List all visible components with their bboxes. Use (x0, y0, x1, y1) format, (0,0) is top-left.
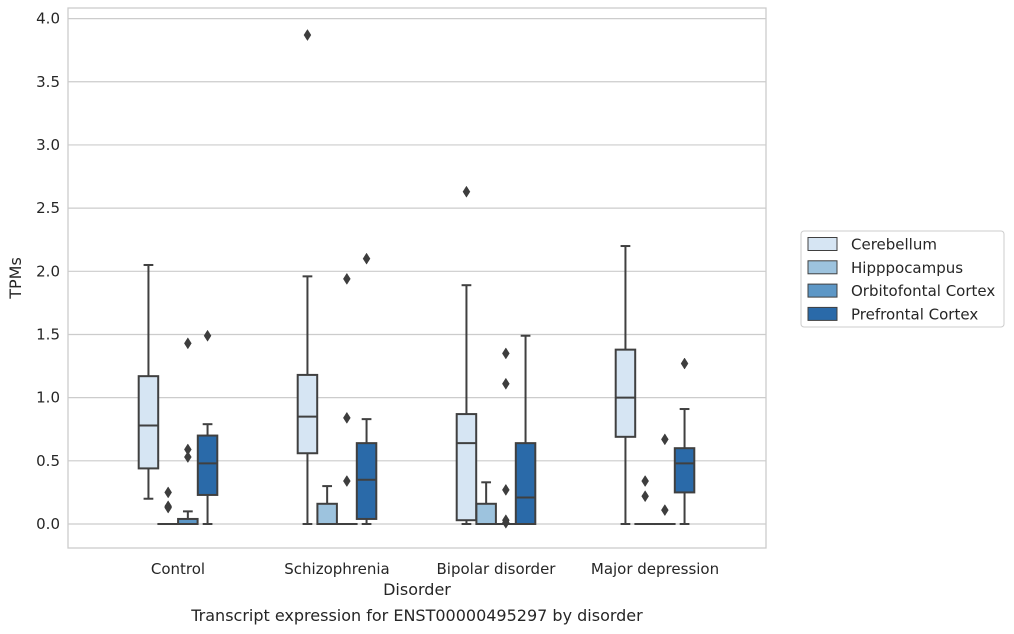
box-group (654, 433, 676, 526)
x-tick-label: Bipolar disorder (437, 560, 557, 578)
box (614, 348, 637, 438)
series-prefrontal-cortex (196, 252, 696, 525)
box-series (137, 29, 696, 529)
x-tick-label: Schizophrenia (284, 560, 389, 578)
box (355, 442, 378, 520)
legend-swatch (807, 283, 838, 298)
outlier-point (343, 272, 351, 285)
y-tick-label: 1.0 (36, 389, 60, 407)
outlier-point (164, 486, 172, 499)
box-group (355, 252, 378, 525)
y-axis-label: TPMs (6, 257, 25, 300)
y-tick-label: 2.5 (36, 199, 60, 217)
box-group (475, 481, 497, 525)
y-tick-label: 0.5 (36, 452, 60, 470)
y-tick-label: 3.5 (36, 73, 60, 91)
legend-swatch (807, 237, 838, 251)
box (673, 447, 696, 494)
gridlines (68, 18, 766, 525)
box-group (196, 329, 219, 525)
box (514, 442, 537, 525)
box (455, 413, 478, 522)
outlier-point (303, 29, 312, 41)
legend-frame (800, 230, 1005, 328)
chart-caption: Transcript expression for ENST0000049529… (191, 606, 643, 625)
y-tick-label: 1.5 (36, 325, 60, 343)
outlier-point (661, 433, 669, 446)
legend-label: Prefrontal Cortex (851, 305, 978, 323)
outlier-point (164, 501, 172, 514)
y-tick-label: 0.0 (36, 515, 60, 533)
box (296, 373, 319, 455)
outlier-point (343, 475, 351, 488)
outlier-point (362, 252, 371, 265)
plot-area-frame (67, 7, 767, 549)
legend-swatch (807, 306, 838, 321)
y-axis-ticks: 0.0 0.5 1.0 1.5 2.0 2.5 3.0 3.5 4.0 (36, 10, 60, 533)
outlier-point (641, 490, 649, 503)
outlier-point (502, 347, 510, 360)
legend-item: Hipppocampus (807, 259, 963, 277)
outlier-point (184, 337, 192, 350)
box-group (177, 337, 199, 525)
outlier-point (343, 411, 351, 424)
legend-label: Hipppocampus (851, 259, 963, 277)
box-group (634, 475, 656, 526)
legend: Cerebellum Hipppocampus Orbitofontal Corte… (800, 230, 1005, 328)
outlier-point (502, 516, 510, 529)
y-tick-label: 2.0 (36, 262, 60, 280)
outlier-point (661, 504, 669, 517)
outlier-point (680, 357, 689, 370)
box-group (137, 263, 160, 500)
box-group (495, 347, 517, 529)
series-cerebellum (137, 29, 637, 525)
x-axis-label: Disorder (383, 580, 451, 599)
outlier-point (462, 185, 471, 198)
box-group (157, 486, 179, 526)
box-group (614, 245, 637, 525)
legend-item: Prefrontal Cortex (807, 305, 978, 323)
outlier-point (641, 475, 649, 488)
x-axis-ticks: Control Schizophrenia Bipolar disorder Majo… (151, 560, 719, 578)
box (475, 502, 497, 525)
y-tick-label: 4.0 (36, 10, 60, 28)
x-tick-label: Control (151, 560, 205, 578)
box-group (514, 334, 537, 525)
outlier-point (502, 377, 510, 390)
legend-label: Cerebellum (851, 236, 937, 254)
series-hipppocampus (157, 475, 656, 526)
box-group (455, 185, 478, 525)
legend-item: Cerebellum (807, 236, 937, 254)
box (196, 434, 219, 496)
box-group (673, 357, 696, 525)
legend-item: Orbitofontal Cortex (807, 282, 995, 300)
box-group (336, 272, 358, 526)
legend-label: Orbitofontal Cortex (851, 282, 995, 300)
box (137, 375, 160, 470)
series-orbitofontal-cortex (177, 272, 676, 529)
x-tick-label: Major depression (591, 560, 719, 578)
box-group (296, 29, 319, 525)
outlier-point (502, 483, 510, 496)
outlier-point (184, 451, 192, 463)
y-tick-label: 3.0 (36, 136, 60, 154)
legend-swatch (807, 260, 838, 275)
outlier-point (203, 329, 212, 342)
box-group (316, 485, 338, 525)
box (316, 502, 338, 525)
